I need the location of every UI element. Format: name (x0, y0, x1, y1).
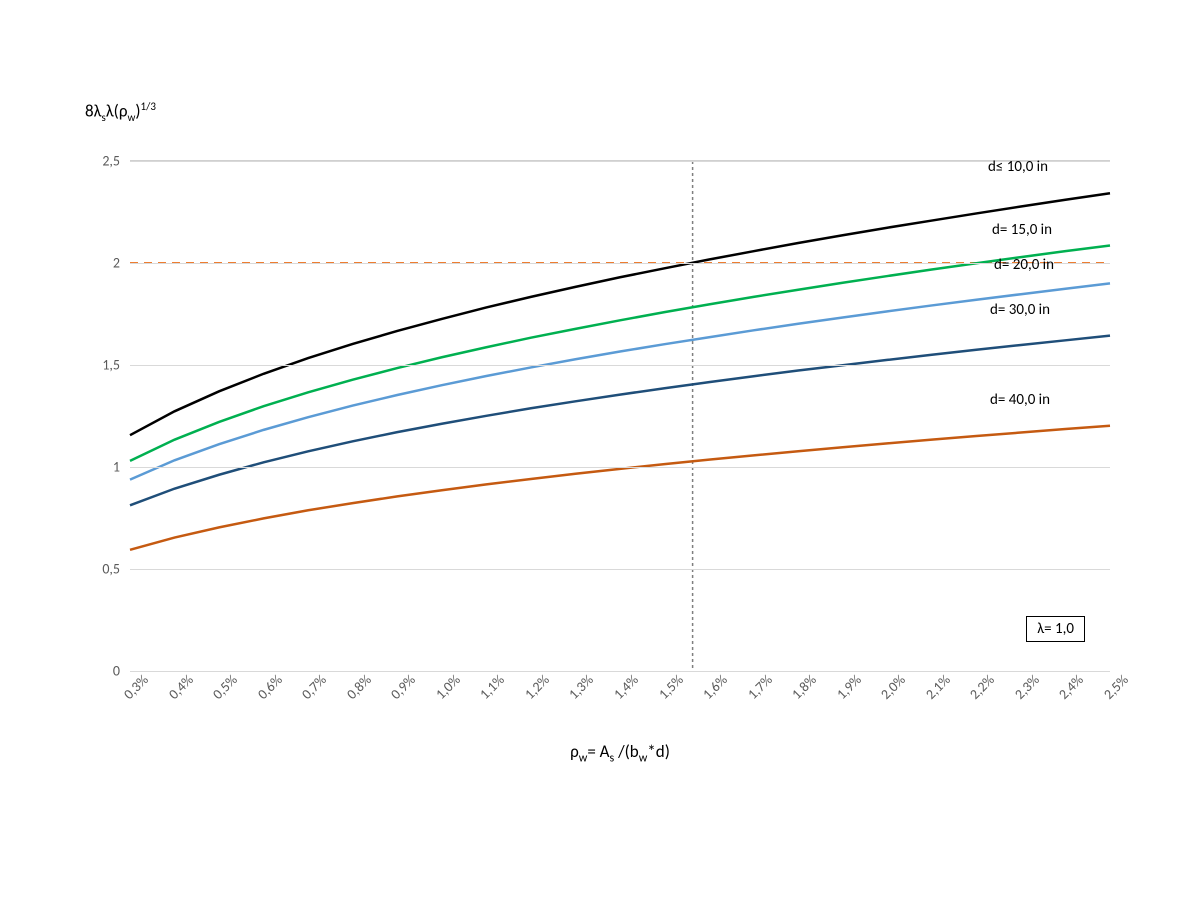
x-tick-label: 2,0% (877, 671, 909, 703)
x-tick-label: 1,8% (788, 671, 820, 703)
series-label: d= 40,0 in (990, 391, 1050, 409)
grid-line (130, 365, 1110, 366)
x-tick-label: 1,1% (477, 671, 509, 703)
x-tick-label: 0,7% (298, 671, 330, 703)
series-label: d= 15,0 in (992, 221, 1052, 239)
series-line (130, 283, 1110, 479)
x-tick-label: 1,4% (610, 671, 642, 703)
series-label: d= 30,0 in (990, 301, 1050, 319)
series-label: d= 20,0 in (994, 256, 1054, 274)
y-tick-label: 2 (113, 255, 120, 272)
x-tick-label: 0,8% (343, 671, 375, 703)
x-tick-label: 1,2% (521, 671, 553, 703)
x-tick-label: 2,2% (967, 671, 999, 703)
series-label: d≤ 10,0 in (988, 158, 1048, 176)
grid-line (130, 467, 1110, 468)
x-tick-label: 0,4% (165, 671, 197, 703)
chart-svg (130, 161, 1110, 670)
y-tick-label: 1,5 (102, 357, 120, 374)
grid-line (130, 671, 1110, 672)
x-tick-label: 2,3% (1011, 671, 1043, 703)
grid-line (130, 263, 1110, 264)
x-tick-label: 0,5% (209, 671, 241, 703)
x-tick-label: 1,7% (744, 671, 776, 703)
series-line (130, 193, 1110, 435)
lambda-annotation: λ= 1,0 (1026, 616, 1085, 642)
chart-title: 8λsλ(ρw)1/3 (85, 100, 156, 124)
x-tick-label: 2,5% (1100, 671, 1132, 703)
y-tick-label: 0 (113, 663, 120, 680)
x-tick-label: 1,3% (566, 671, 598, 703)
y-tick-label: 0,5 (102, 561, 120, 578)
x-axis-title: ρw= As /(bw*d) (570, 741, 670, 765)
x-tick-label: 2,4% (1056, 671, 1088, 703)
series-line (130, 336, 1110, 506)
x-tick-label: 1,5% (655, 671, 687, 703)
grid-line (130, 161, 1110, 162)
x-tick-label: 0,6% (254, 671, 286, 703)
plot-area: ρw= As /(bw*d) λ= 1,0 00,511,522,50,3%0,… (130, 160, 1110, 670)
x-tick-label: 0,9% (387, 671, 419, 703)
y-tick-label: 2,5 (102, 153, 120, 170)
x-tick-label: 1,9% (833, 671, 865, 703)
x-tick-label: 1,0% (432, 671, 464, 703)
y-tick-label: 1 (113, 459, 120, 476)
grid-line (130, 569, 1110, 570)
x-tick-label: 2,1% (922, 671, 954, 703)
x-tick-label: 0,3% (120, 671, 152, 703)
series-line (130, 426, 1110, 550)
x-tick-label: 1,6% (699, 671, 731, 703)
